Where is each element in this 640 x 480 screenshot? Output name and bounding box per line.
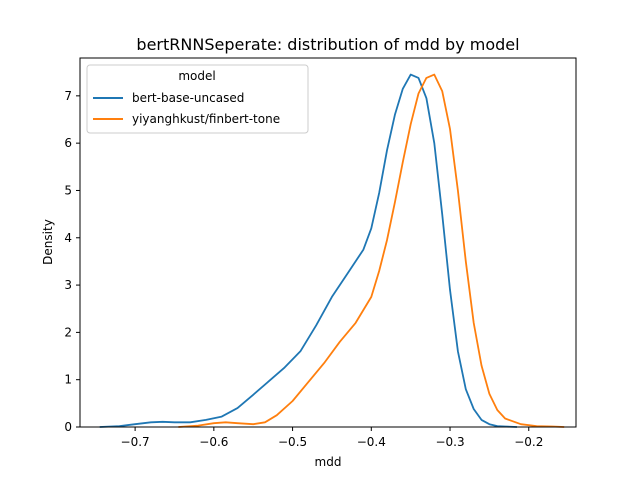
y-tick-label: 6 (64, 136, 72, 150)
y-tick-label: 0 (64, 420, 72, 434)
x-tick-label: −0.2 (514, 435, 543, 449)
x-tick-label: −0.6 (199, 435, 228, 449)
y-axis-label: Density (41, 219, 55, 265)
chart-title: bertRNNSeperate: distribution of mdd by … (136, 35, 519, 54)
y-tick-label: 7 (64, 89, 72, 103)
legend-label-bert-base-uncased: bert-base-uncased (132, 91, 244, 105)
x-tick-label: −0.4 (357, 435, 386, 449)
y-tick-label: 1 (64, 373, 72, 387)
x-tick-label: −0.7 (121, 435, 150, 449)
series-line-1 (178, 73, 565, 428)
series-line-0 (99, 73, 518, 428)
y-tick-label: 2 (64, 325, 72, 339)
x-axis-label: mdd (315, 455, 342, 469)
legend-title: model (178, 69, 215, 83)
x-tick-label: −0.5 (278, 435, 307, 449)
y-tick-label: 5 (64, 183, 72, 197)
x-axis: −0.7 −0.6 −0.5 −0.4 −0.3 −0.2 (121, 427, 543, 449)
plot-frame (79, 57, 577, 428)
y-tick-label: 4 (64, 231, 72, 245)
y-axis: 0 1 2 3 4 5 6 7 (64, 89, 80, 434)
x-tick-label: −0.3 (435, 435, 464, 449)
plot-lines (99, 73, 565, 428)
legend-box (86, 64, 309, 134)
y-tick-label: 3 (64, 278, 72, 292)
legend: model bert-base-uncased yiyanghkust/finb… (86, 64, 309, 134)
legend-label-finbert-tone: yiyanghkust/finbert-tone (132, 112, 280, 126)
